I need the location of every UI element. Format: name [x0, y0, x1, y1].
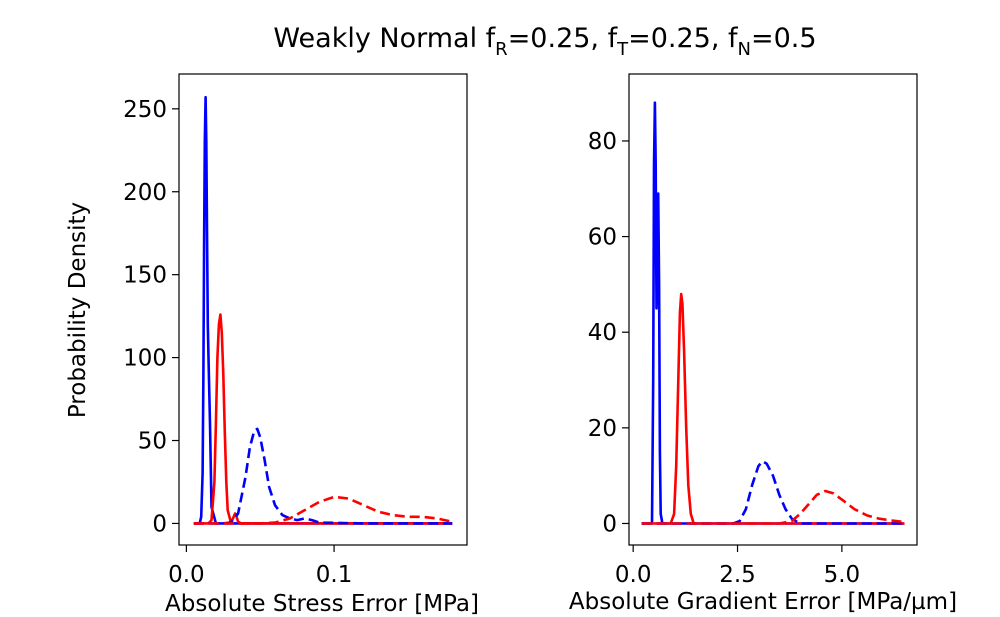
gradient-y-tick-label: 0 — [602, 511, 617, 537]
stress-series-blue-solid — [193, 95, 453, 525]
gradient-x-tick-label: 5.0 — [824, 562, 861, 588]
gradient-y-tick-label: 80 — [588, 129, 617, 155]
stress-x-axis-label: Absolute Stress Error [MPa] — [165, 591, 479, 617]
stress-error-chart: 0.0 0.1 0 50 100 150 200 250 Absolute Stress E… — [65, 73, 479, 617]
stress-x-tick-label: 0.1 — [316, 562, 353, 588]
stress-series-blue-dashed — [193, 427, 453, 525]
stress-series-red-solid — [193, 313, 453, 525]
stress-y-tick-label: 150 — [123, 263, 167, 289]
stress-y-ticks: 0 50 100 150 200 250 — [123, 97, 179, 537]
gradient-error-chart: 0.0 2.5 5.0 0 20 40 60 80 Absolute Gradient Er… — [569, 73, 957, 615]
gradient-x-ticks: 0.0 2.5 5.0 — [615, 545, 860, 588]
stress-series-group — [193, 95, 453, 525]
stress-y-tick-label: 250 — [123, 97, 167, 123]
stress-y-tick-label: 200 — [123, 180, 167, 206]
gradient-x-tick-label: 0.0 — [615, 562, 652, 588]
gradient-series-red-dashed — [641, 489, 905, 525]
stress-y-tick-label: 100 — [123, 346, 167, 372]
stress-plot-frame — [178, 73, 468, 546]
gradient-x-tick-label: 2.5 — [719, 562, 756, 588]
stress-y-tick-label: 0 — [152, 511, 167, 537]
stress-x-ticks: 0.0 0.1 — [168, 545, 352, 588]
gradient-y-tick-label: 20 — [588, 416, 617, 442]
gradient-y-tick-label: 40 — [588, 320, 617, 346]
gradient-series-group — [641, 101, 905, 525]
gradient-plot-frame — [628, 73, 918, 546]
gradient-y-tick-label: 60 — [588, 225, 617, 251]
stress-series-red-dashed — [193, 495, 453, 525]
gradient-y-ticks: 0 20 40 60 80 — [588, 129, 629, 537]
gradient-series-red-solid — [641, 292, 905, 525]
gradient-series-blue-solid — [641, 101, 905, 525]
gradient-x-axis-label: Absolute Gradient Error [MPa/µm] — [569, 589, 957, 615]
stress-y-tick-label: 50 — [138, 429, 167, 455]
stress-x-tick-label: 0.0 — [168, 562, 205, 588]
y-axis-label: Probability Density — [65, 202, 91, 418]
figure-title: Weakly Normal fR=0.25, fT=0.25, fN=0.5 — [273, 23, 816, 60]
gradient-series-blue-dashed — [641, 460, 905, 525]
